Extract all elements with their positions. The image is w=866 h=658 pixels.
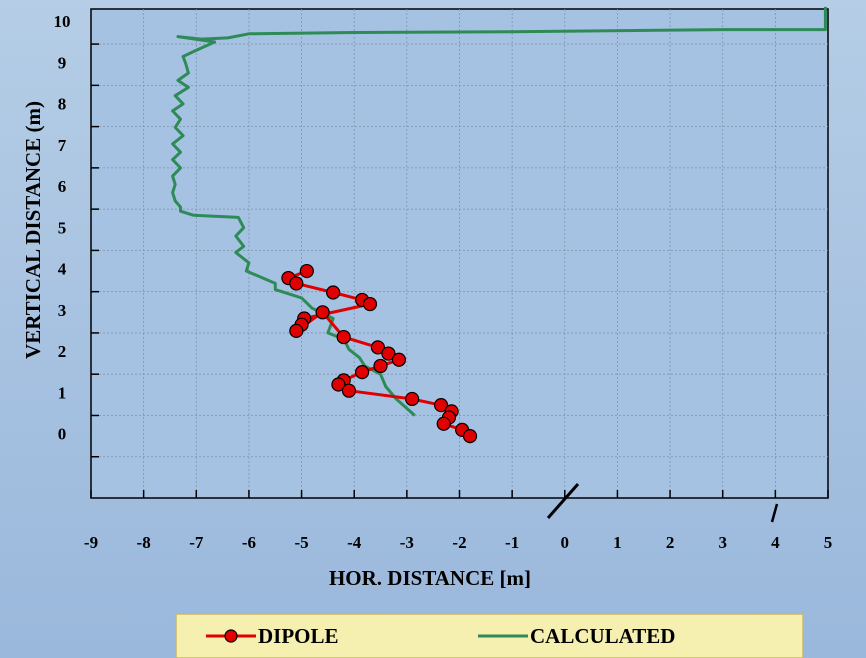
dipole-point — [462, 429, 478, 444]
dipole-point — [433, 398, 449, 413]
x-tick-label: 3 — [718, 533, 727, 552]
dipole-point — [299, 263, 314, 279]
x-axis-title: HOR. DISTANCE [m] — [329, 566, 531, 590]
y-tick-label: 10 — [54, 12, 71, 31]
x-tick-label: 0 — [561, 533, 570, 552]
legend: DIPOLE CALCULATED — [175, 613, 804, 658]
dipole-point — [326, 285, 341, 300]
series-layer — [171, 6, 827, 444]
x-tick-label: 5 — [824, 533, 833, 552]
x-tick-label: -9 — [84, 533, 98, 552]
y-tick-label: 9 — [58, 53, 67, 72]
y-tick-label: 8 — [58, 95, 67, 114]
grid — [91, 9, 828, 498]
legend-dipole-label: DIPOLE — [258, 624, 339, 648]
y-tick-label: 5 — [58, 218, 67, 237]
dipole-point — [436, 416, 451, 431]
dipole-point — [391, 352, 407, 367]
x-tick-label: -5 — [294, 533, 308, 552]
y-tick-label: 7 — [58, 136, 67, 155]
dipole-point — [315, 305, 330, 320]
x-tick-label: -6 — [242, 533, 256, 552]
dipole-point — [336, 329, 351, 345]
y-axis-title: VERTICAL DISTANCE (m) — [21, 101, 45, 359]
x-tick-labels: -9 -8 -7 -6 -5 -4 -3 -2 -1 0 1 2 3 4 5 — [84, 533, 832, 552]
dipole-point — [341, 383, 357, 398]
dipole-point — [405, 391, 420, 407]
y-tick-label: 6 — [58, 177, 67, 196]
ticks — [90, 43, 829, 498]
calculated-series-line — [171, 6, 827, 417]
x-tick-label: -3 — [400, 533, 414, 552]
dipole-point — [355, 365, 370, 380]
axis-break-mark — [770, 503, 779, 523]
y-tick-label: 0 — [58, 425, 67, 444]
dipole-point — [289, 276, 304, 291]
x-tick-label: -1 — [505, 533, 519, 552]
x-tick-label: -2 — [452, 533, 466, 552]
dipole-point — [373, 358, 388, 374]
y-tick-label: 3 — [58, 301, 67, 320]
x-tick-label: -4 — [347, 533, 362, 552]
y-tick-labels: 0 1 2 3 4 5 6 7 8 9 10 — [54, 12, 71, 444]
axis-break-mark — [546, 483, 580, 519]
dipole-point — [289, 323, 304, 338]
x-tick-label: 4 — [771, 533, 780, 552]
x-tick-label: 1 — [613, 533, 622, 552]
dipole-point — [362, 296, 378, 312]
y-tick-label: 1 — [58, 383, 67, 402]
x-tick-label: 2 — [666, 533, 675, 552]
x-tick-label: -8 — [137, 533, 151, 552]
x-tick-label: -7 — [189, 533, 204, 552]
dipole-point — [381, 346, 396, 361]
legend-dipole-marker — [224, 629, 238, 643]
y-tick-label: 4 — [58, 260, 67, 279]
legend-calculated-label: CALCULATED — [530, 624, 675, 648]
y-tick-label: 2 — [58, 342, 67, 361]
dipole-point — [370, 340, 386, 355]
dipole-point — [331, 377, 346, 392]
